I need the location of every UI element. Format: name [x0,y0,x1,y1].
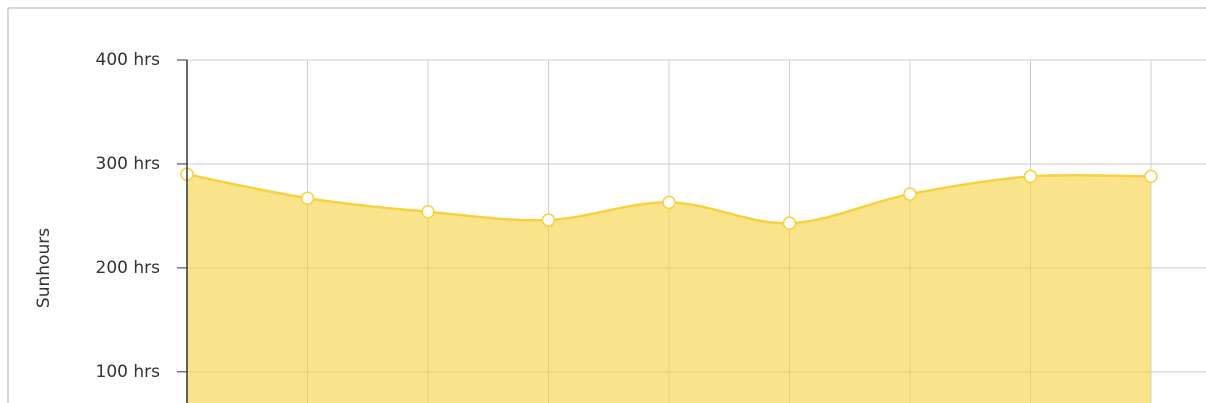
point-marker [1023,169,1038,184]
y-axis-label: Sunhours [34,228,54,308]
y-tick-label: 200 hrs [96,258,161,278]
point-marker [662,195,676,210]
point-marker [421,205,435,219]
point-marker [1144,169,1158,184]
chart-frame [7,7,1206,403]
point-marker [541,213,556,227]
point-marker [300,191,315,205]
y-tick-label: 100 hrs [96,362,161,382]
y-tick-label: 300 hrs [96,154,161,174]
point-marker [903,187,917,201]
point-marker [782,216,797,230]
area [187,174,1151,403]
y-tick-label: 400 hrs [96,50,161,70]
